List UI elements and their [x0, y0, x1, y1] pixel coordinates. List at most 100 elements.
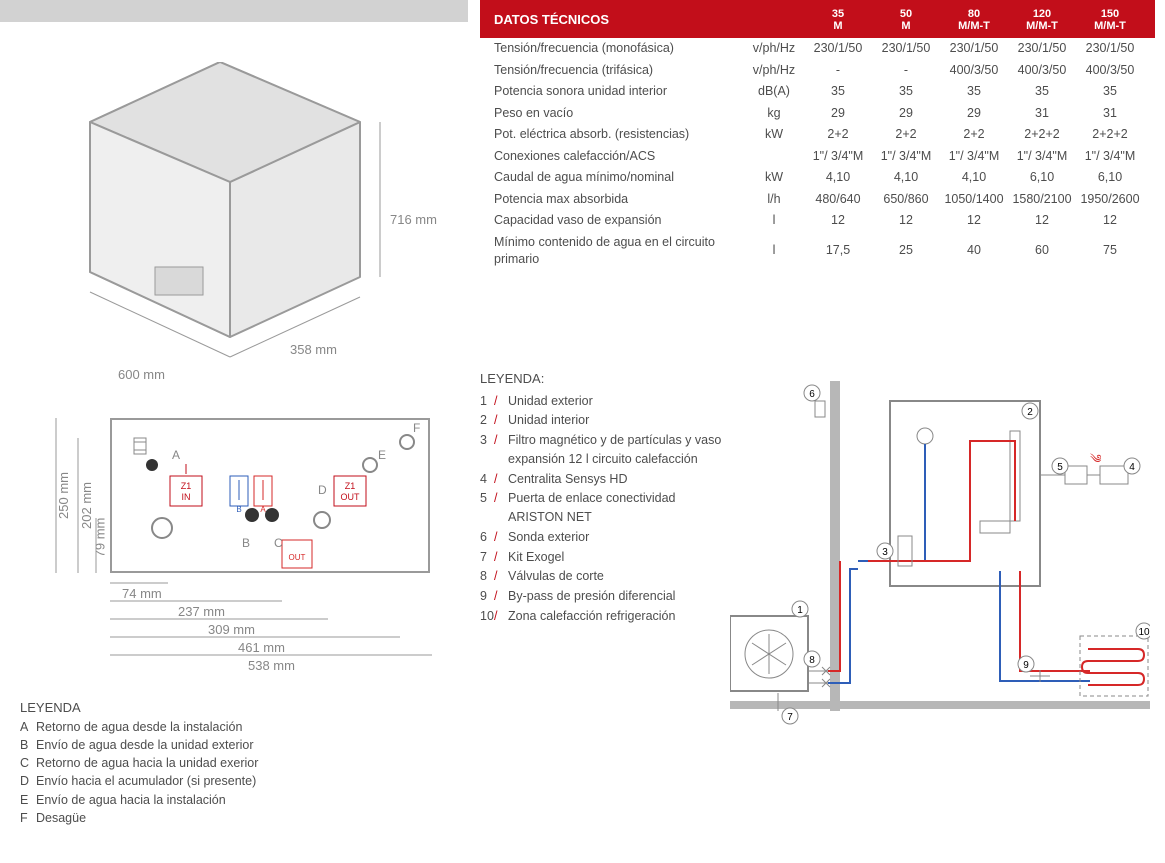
svg-text:B: B — [236, 505, 241, 514]
tech-val: 35 — [1008, 83, 1076, 101]
tech-val: 400/3/50 — [1076, 62, 1144, 80]
tech-val: 31 — [1008, 105, 1076, 123]
leyenda-left-item: ARetorno de agua desde la instalación — [20, 718, 468, 736]
tech-val: 29 — [804, 105, 872, 123]
tech-row: Potencia max absorbidal/h480/640650/8601… — [480, 189, 1155, 211]
tech-val: 35 — [804, 83, 872, 101]
tech-val: 1"/ 3/4"M — [1008, 148, 1076, 166]
tech-val: 31 — [1076, 105, 1144, 123]
gray-header-block — [0, 0, 468, 22]
leyenda-right-item: 5/Puerta de enlace conectividad ARISTON … — [480, 489, 730, 527]
tech-val: - — [872, 62, 940, 80]
svg-text:OUT: OUT — [289, 553, 306, 562]
leyenda-left-item: EEnvío de agua hacia la instalación — [20, 791, 468, 809]
svg-text:5: 5 — [1057, 462, 1063, 473]
leyenda-num: 7 — [480, 548, 494, 567]
tech-unit: l — [744, 212, 804, 230]
dim-237: 237 mm — [178, 604, 225, 619]
tech-val: 12 — [940, 212, 1008, 230]
dim-461: 461 mm — [238, 640, 285, 655]
svg-text:1: 1 — [797, 605, 803, 616]
dim-79: 79 mm — [92, 518, 107, 558]
leyenda-key: F — [20, 809, 36, 827]
leyenda-slash: / — [494, 392, 508, 411]
tech-val: 6,10 — [1008, 169, 1076, 187]
tech-val: 1580/2100 — [1008, 191, 1076, 209]
dim-309: 309 mm — [208, 622, 255, 637]
tech-val: 35 — [940, 83, 1008, 101]
tech-val: 230/1/50 — [1008, 40, 1076, 58]
leyenda-right-item: 6/Sonda exterior — [480, 528, 730, 547]
leyenda-slash: / — [494, 587, 508, 606]
dim-74: 74 mm — [122, 586, 162, 601]
svg-text:4: 4 — [1129, 462, 1135, 473]
tech-val: 4,10 — [940, 169, 1008, 187]
leyenda-left-item: CRetorno de agua hacia la unidad exerior — [20, 754, 468, 772]
leyenda-right-item: 4/Centralita Sensys HD — [480, 470, 730, 489]
tech-val: 480/640 — [804, 191, 872, 209]
iso-depth-label: 358 mm — [290, 342, 337, 357]
tech-row: Conexiones calefacción/ACS 1"/ 3/4"M 1"/ 3… — [480, 146, 1155, 168]
port-C: C — [274, 536, 283, 550]
leyenda-slash: / — [494, 528, 508, 547]
tech-param: Potencia sonora unidad interior — [494, 83, 744, 101]
leyenda-slash: / — [494, 567, 508, 586]
tech-param: Capacidad vaso de expansión — [494, 212, 744, 230]
tech-row: Potencia sonora unidad interiordB(A)3535… — [480, 81, 1155, 103]
leyenda-left-item: DEnvío hacia el acumulador (si presente) — [20, 772, 468, 790]
tech-val: 650/860 — [872, 191, 940, 209]
tech-table-body: Tensión/frecuencia (monofásica)v/ph/Hz 23… — [480, 38, 1155, 271]
tech-param: Conexiones calefacción/ACS — [494, 148, 744, 166]
tech-val: 35 — [872, 83, 940, 101]
tech-val: 230/1/50 — [872, 40, 940, 58]
tech-val: 12 — [804, 212, 872, 230]
tech-val: 29 — [872, 105, 940, 123]
tech-unit: v/ph/Hz — [744, 62, 804, 80]
tech-col-header: 35M — [804, 6, 872, 32]
tech-val: 1"/ 3/4"M — [804, 148, 872, 166]
leyenda-text: Desagüe — [36, 809, 86, 827]
leyenda-text: Válvulas de corte — [508, 567, 730, 586]
tech-val: 60 — [1008, 242, 1076, 260]
port-F: F — [413, 421, 420, 435]
tech-unit: l — [744, 242, 804, 260]
tech-val: 400/3/50 — [940, 62, 1008, 80]
svg-text:༄: ༄ — [1090, 452, 1102, 466]
tech-val: 25 — [872, 242, 940, 260]
leyenda-num: 6 — [480, 528, 494, 547]
port-A: A — [172, 448, 180, 462]
leyenda-text: Zona calefacción refrigeración — [508, 607, 730, 626]
tech-unit: kW — [744, 126, 804, 144]
leyenda-right-item: 10/Zona calefacción refrigeración — [480, 607, 730, 626]
leyenda-text: Envío de agua desde la unidad exterior — [36, 736, 254, 754]
tech-val: 12 — [1076, 212, 1144, 230]
tech-val: 2+2 — [872, 126, 940, 144]
tech-title: DATOS TÉCNICOS — [494, 12, 804, 27]
tech-val: 17,5 — [804, 242, 872, 260]
leyenda-text: Filtro magnético y de partículas y vaso … — [508, 431, 730, 469]
svg-text:2: 2 — [1027, 407, 1033, 418]
tech-val: 1050/1400 — [940, 191, 1008, 209]
leyenda-right: LEYENDA: 1/Unidad exterior2/Unidad inter… — [480, 371, 730, 734]
tech-val: 2+2+2 — [1008, 126, 1076, 144]
tech-val: 35 — [1076, 83, 1144, 101]
tech-val: 6,10 — [1076, 169, 1144, 187]
tech-param: Tensión/frecuencia (monofásica) — [494, 40, 744, 58]
leyenda-num: 4 — [480, 470, 494, 489]
svg-text:IN: IN — [182, 492, 191, 502]
svg-text:9: 9 — [1023, 660, 1029, 671]
leyenda-right-item: 3/Filtro magnético y de partículas y vas… — [480, 431, 730, 469]
tech-row: Peso en vacíokg2929293131 — [480, 103, 1155, 125]
tech-unit: dB(A) — [744, 83, 804, 101]
system-schematic: 2 3 4 — [730, 371, 1155, 734]
leyenda-text: By-pass de presión diferencial — [508, 587, 730, 606]
svg-text:7: 7 — [787, 712, 793, 723]
leyenda-slash: / — [494, 431, 508, 450]
leyenda-text: Retorno de agua hacia la unidad exerior — [36, 754, 258, 772]
leyenda-text: Puerta de enlace conectividad ARISTON NE… — [508, 489, 730, 527]
tech-val: 230/1/50 — [1076, 40, 1144, 58]
leyenda-key: E — [20, 791, 36, 809]
leyenda-right-item: 1/Unidad exterior — [480, 392, 730, 411]
tech-col-header: 80M/M-T — [940, 6, 1008, 32]
tech-val: 2+2+2 — [1076, 126, 1144, 144]
